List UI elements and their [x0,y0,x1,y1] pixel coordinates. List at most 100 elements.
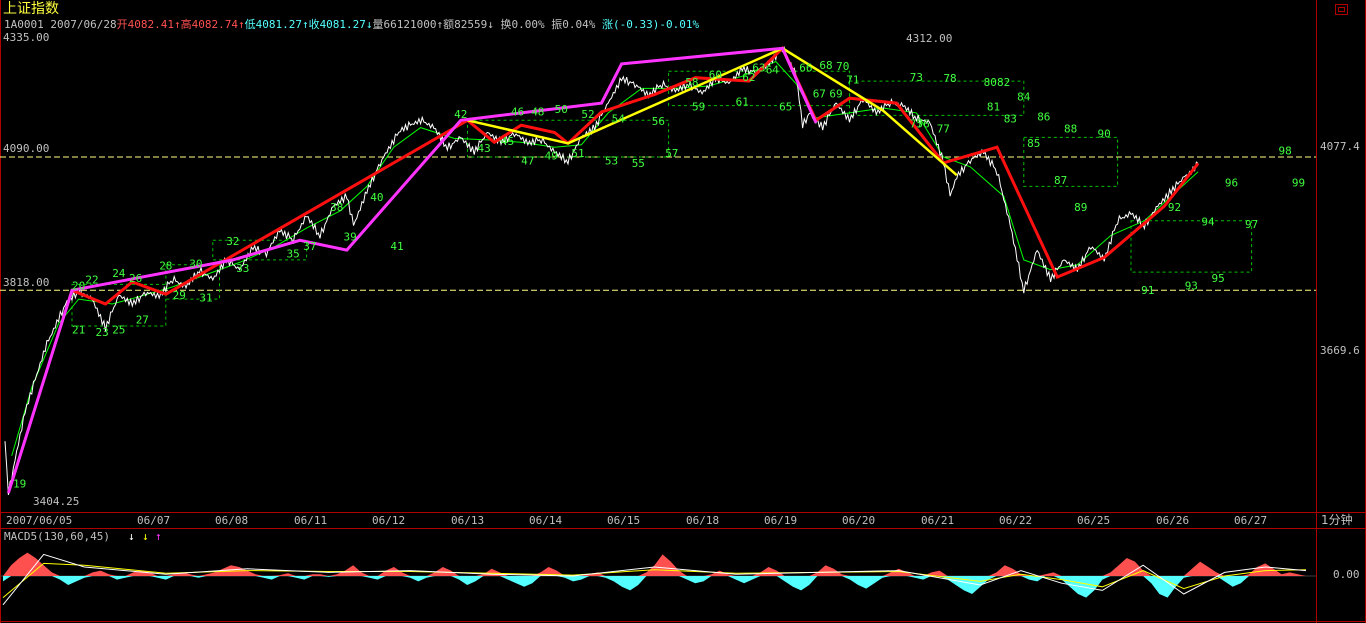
point-label: 55 [632,157,645,170]
point-label: 81 [987,101,1000,114]
point-label: 93 [1185,279,1198,292]
point-label: 35 [287,248,300,261]
point-label: 82 [997,76,1010,89]
x-tick-label: 06/15 [607,514,641,527]
peak-annotation: 4312.00 [906,32,953,45]
point-label: 31 [199,292,212,305]
point-label: 80 [984,76,997,89]
amplitude-value: 振0.04% [551,18,596,31]
point-label: 28 [159,260,172,273]
macd-zero-label: 0.00 [1333,568,1360,581]
zigzag-magenta-line [6,46,818,494]
range-box [71,283,167,327]
point-label: 43 [478,142,491,155]
point-label: 65 [779,101,792,114]
amount-value: 82559 [454,18,488,31]
low-annotation: 3404.25 [33,495,80,508]
change-value: 涨(-0.33)-0.01% [602,18,700,31]
y-tick-3818: 3818.00 [3,276,50,289]
high-label: 高 [180,18,192,31]
macd-label: MACD5(130,60,45) [4,530,110,543]
restore-window-icon[interactable] [1335,4,1348,15]
point-label: 30 [189,257,202,270]
quote-header: 1A0001 2007/06/28开4082.41↑高4082.74↑低4081… [4,19,699,30]
x-tick-label: 06/12 [372,514,406,527]
high-value: 4082.74 [191,18,238,31]
point-label: 38 [330,201,343,214]
volume-label: 量 [372,18,384,31]
x-tick-label: 06/07 [137,514,171,527]
point-label: 69 [829,87,842,100]
point-label: 21 [72,323,85,336]
point-label: 46 [511,105,524,118]
point-label: 39 [344,230,357,243]
low-arrow: ↑ [301,18,309,31]
macd-positive-histogram [3,552,1306,576]
close-arrow: ↓ [365,18,373,31]
point-label: 78 [943,72,956,85]
point-label: 47 [521,154,534,167]
point-label: 50 [555,103,568,116]
macd-negative-histogram [3,576,1306,598]
point-label: 98 [1279,145,1292,158]
x-tick-label: 06/14 [529,514,563,527]
point-label: 45 [501,135,514,148]
point-label: 70 [836,60,849,73]
x-tick-label: 06/19 [764,514,798,527]
point-label: 77 [937,123,950,136]
close-value: 4081.27 [319,18,366,31]
point-label: 97 [1245,218,1258,231]
point-label: 71 [846,74,859,87]
open-label: 开 [116,18,128,31]
point-label: 42 [454,108,467,121]
point-label: 19 [13,477,26,490]
price-series-line [4,45,1199,496]
point-label: 94 [1201,216,1215,229]
point-label: 24 [112,267,126,280]
x-tick-label: 06/21 [921,514,955,527]
point-label: 52 [581,108,594,121]
stock-code: 1A0001 [4,18,44,31]
point-label: 86 [1037,110,1050,123]
amount-label: 额 [443,18,455,31]
range-box [165,264,220,300]
quote-date: 2007/06/28 [50,18,117,31]
x-tick-label: 06/13 [451,514,485,527]
point-label: 68 [819,59,832,72]
point-label: 32 [226,235,239,248]
point-label: 96 [1225,176,1238,189]
period-selector[interactable]: 1分钟 [1321,513,1353,527]
point-label: 91 [1141,284,1154,297]
range-box [212,239,308,261]
point-label: 64 [766,64,780,77]
low-value: 4081.27 [255,18,302,31]
x-tick-label: 06/08 [215,514,249,527]
y-tick-4090: 4090.00 [3,142,50,155]
point-label: 26 [129,272,142,285]
point-label: 53 [605,154,618,167]
y-tick-right-4077: 4077.4 [1320,140,1360,153]
point-label: 89 [1074,201,1087,214]
point-label: 40 [370,191,383,204]
point-label: 83 [1004,113,1017,126]
x-tick-label: 06/20 [842,514,876,527]
x-tick-label: 06/18 [686,514,720,527]
x-tick-label: 06/25 [1077,514,1111,527]
x-tick-label: 06/27 [1234,514,1268,527]
point-label: 63 [752,61,765,74]
range-box [1130,220,1253,273]
point-label: 57 [665,147,678,160]
point-label: 87 [1054,174,1067,187]
x-tick-label: 06/11 [294,514,328,527]
point-label: 73 [910,71,923,84]
close-label: 收 [308,18,320,31]
index-title: 上证指数 [3,1,59,17]
zigzag-red-line [71,45,1200,306]
point-label: 25 [112,323,125,336]
point-label: 60 [709,69,722,82]
point-label: 20 [72,279,85,292]
point-label: 48 [531,105,544,118]
amount-arrow: ↓ [487,18,494,31]
point-label: 59 [692,101,705,114]
point-label: 29 [173,289,186,302]
